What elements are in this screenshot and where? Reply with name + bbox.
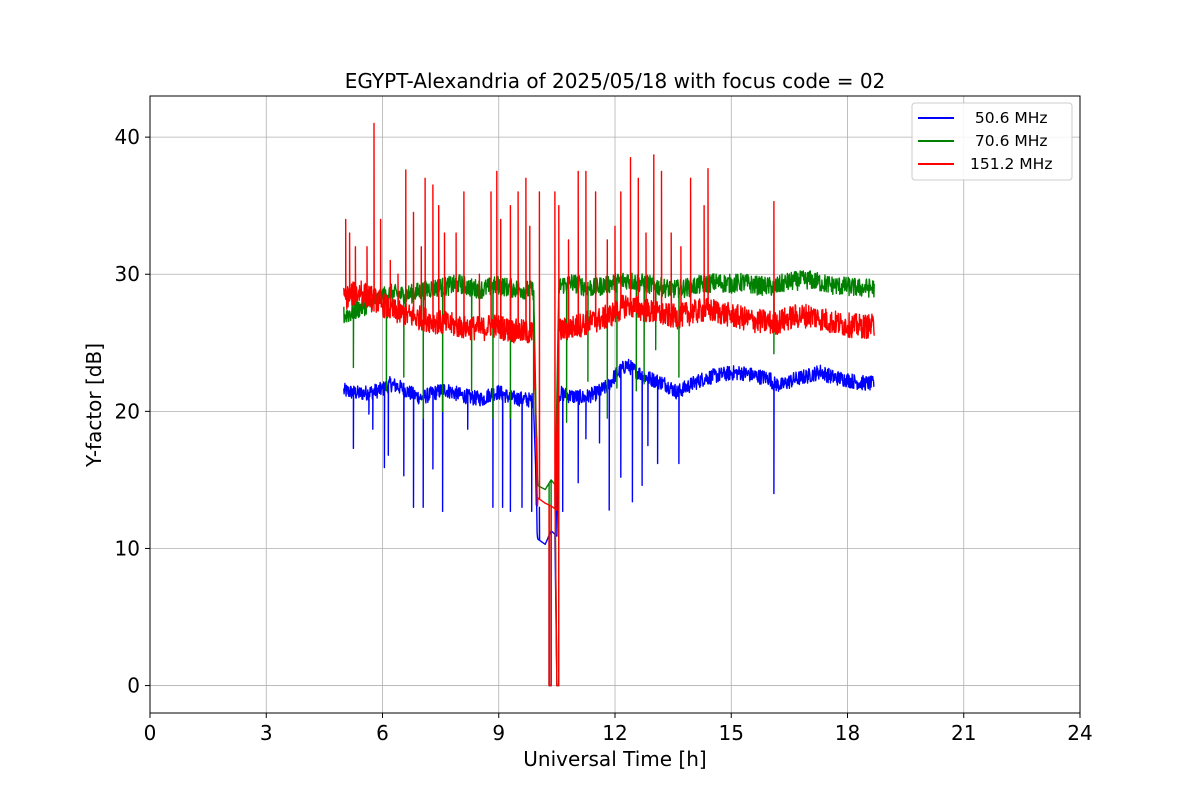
series-line-70-6-mhz (343, 270, 875, 687)
legend: 50.6 MHz 70.6 MHz 151.2 MHz (911, 102, 1073, 181)
y-tick-label: 30 (115, 262, 140, 286)
series-line-151-2-mhz (343, 122, 875, 687)
y-tick-label: 40 (115, 125, 140, 149)
x-tick-label: 12 (602, 721, 627, 745)
y-tick-label: 10 (115, 536, 140, 560)
x-axis-label: Universal Time [h] (523, 747, 706, 771)
y-tick-label: 0 (127, 674, 140, 698)
x-tick-label: 6 (376, 721, 389, 745)
legend-label: 50.6 MHz (970, 109, 1048, 127)
legend-box (911, 102, 1073, 181)
series-layer (343, 122, 875, 687)
y-tick-label: 20 (115, 399, 140, 423)
legend-label: 151.2 MHz (970, 155, 1052, 173)
chart-title: EGYPT-Alexandria of 2025/05/18 with focu… (345, 69, 886, 93)
x-tick-label: 0 (144, 721, 157, 745)
x-tick-label: 24 (1067, 721, 1092, 745)
x-tick-label: 21 (951, 721, 976, 745)
series-line-50-6-mhz (343, 358, 875, 687)
y-axis-ticks: 0 10 20 30 40 (115, 125, 150, 698)
x-tick-label: 9 (492, 721, 505, 745)
x-axis-ticks: 0 3 6 9 12 15 18 21 24 (144, 713, 1093, 745)
x-tick-label: 18 (835, 721, 860, 745)
x-tick-label: 15 (719, 721, 744, 745)
x-tick-label: 3 (260, 721, 273, 745)
legend-label: 70.6 MHz (970, 132, 1048, 150)
y-axis-label: Y-factor [dB] (82, 343, 106, 468)
